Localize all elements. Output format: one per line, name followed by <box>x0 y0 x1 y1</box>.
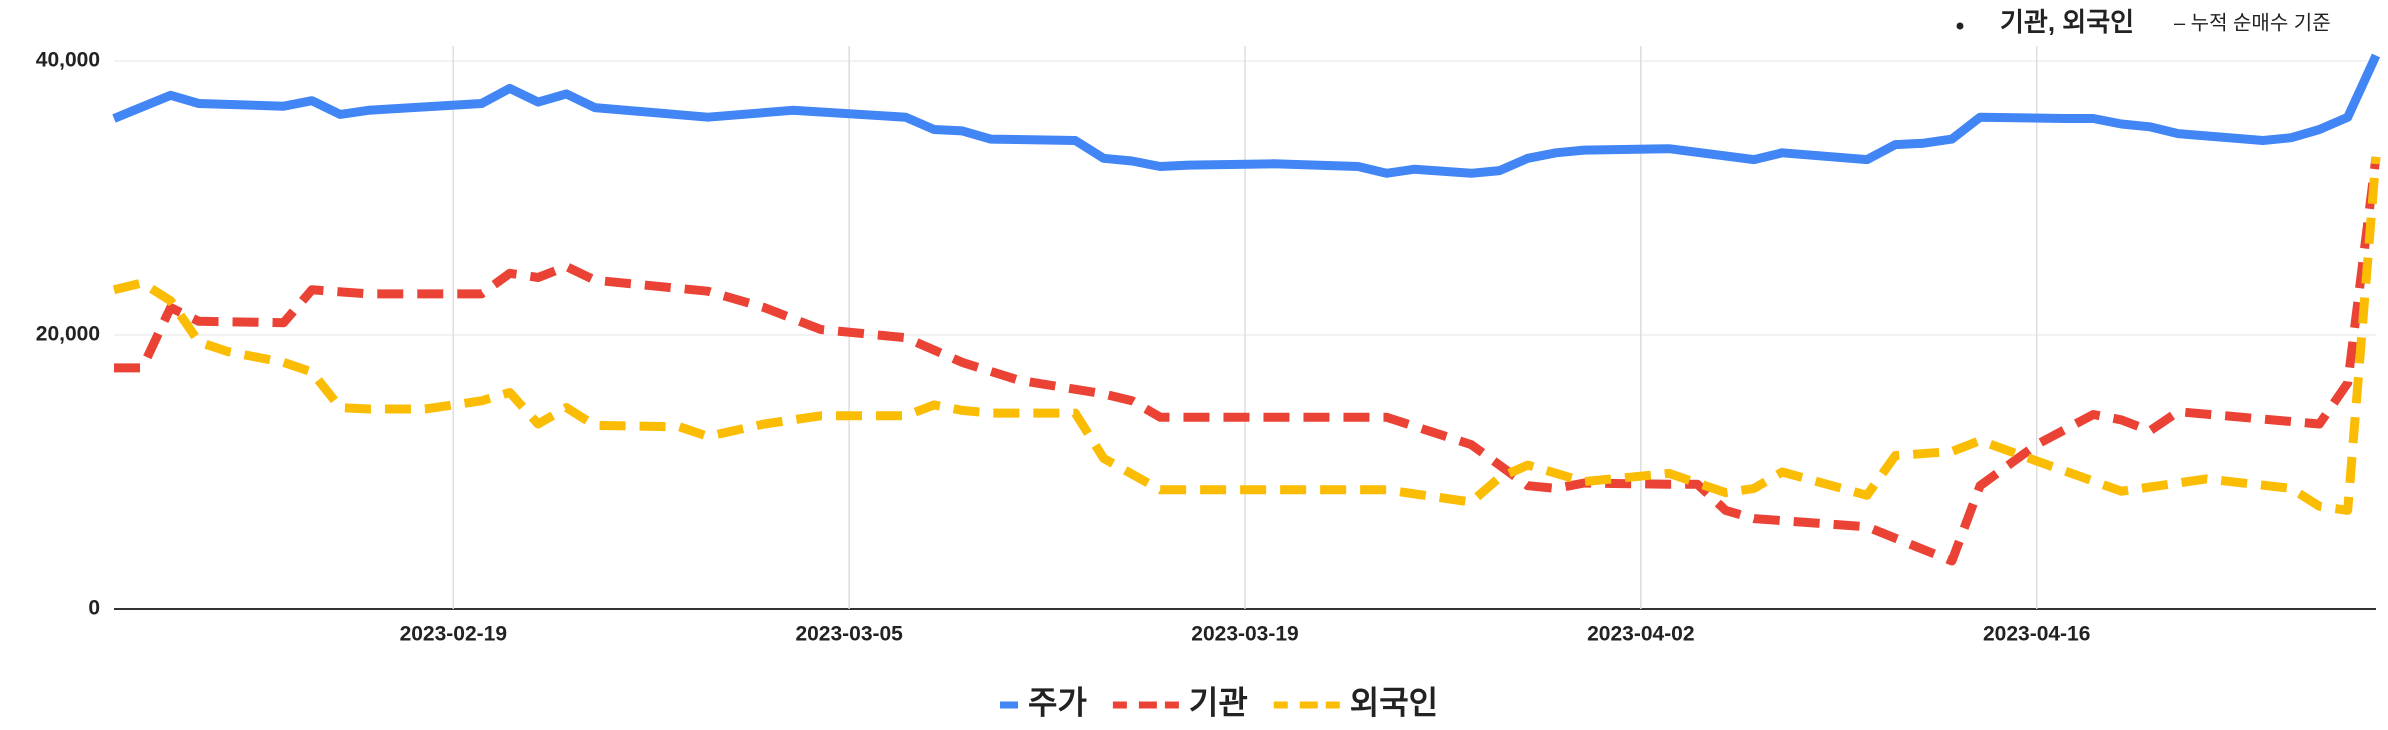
legend-label: 기관 <box>1189 684 1248 720</box>
series-line <box>112 156 2381 515</box>
grid <box>114 46 2376 610</box>
x-tick-label: 2023-03-19 <box>1191 623 1298 646</box>
x-tick-label: 2023-02-19 <box>400 623 507 646</box>
legend: 주가 기관 외국인 <box>1000 684 1438 720</box>
y-tick-label: 20,000 <box>36 323 100 346</box>
series-line <box>114 156 2381 566</box>
x-tick-label: 2023-03-05 <box>795 623 903 646</box>
y-tick-label: 0 <box>88 597 100 620</box>
series-line <box>112 53 2381 178</box>
legend-label: 주가 <box>1028 684 1087 720</box>
annotation-label: 기관, 외국인 <box>2000 7 2134 37</box>
legend-label: 외국인 <box>1350 684 1438 720</box>
annotation-note: – 누적 순매수 기준 <box>2174 11 2331 34</box>
y-tick-label: 40,000 <box>36 49 100 72</box>
x-tick-label: 2023-04-16 <box>1983 623 2090 646</box>
x-tick-label: 2023-04-02 <box>1587 623 1694 646</box>
annotation-bullet <box>1956 22 1964 30</box>
